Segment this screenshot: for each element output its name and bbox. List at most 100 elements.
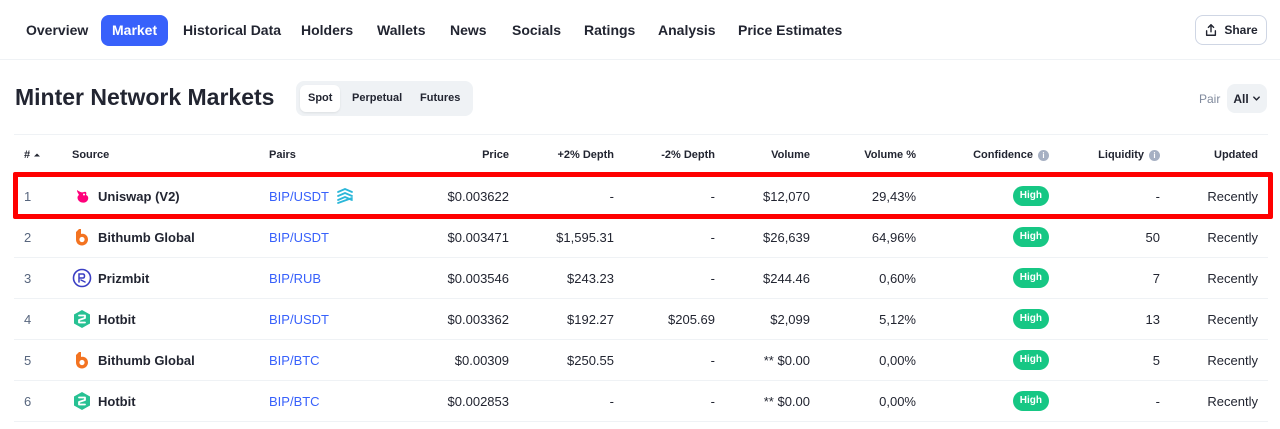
- hotbit-icon: [72, 309, 98, 329]
- segment-futures[interactable]: Futures: [420, 92, 461, 104]
- table-row[interactable]: 6 Hotbit BIP/BTC $0.002853 - - ** $0.00 0,00% Hi…: [14, 381, 1268, 422]
- header-plus-depth[interactable]: +2% Depth: [557, 149, 614, 161]
- confidence-badge: High: [1012, 186, 1049, 206]
- volume-cell: ** $0.00: [763, 393, 810, 409]
- top-nav: Overview Market Historical Data Holders …: [0, 0, 1280, 60]
- header-liquidity-label: Liquidity: [1098, 149, 1144, 161]
- tab-holders[interactable]: Holders: [301, 22, 354, 38]
- plus-depth-cell: -: [609, 393, 614, 409]
- volume-cell: $26,639: [763, 229, 810, 245]
- table-row[interactable]: 3 Prizmbit BIP/RUB $0.003546 $243.23 - $244.46…: [14, 258, 1268, 299]
- updated-cell: Recently: [1207, 393, 1258, 409]
- liquidity-cell: 13: [1145, 311, 1160, 327]
- table-row[interactable]: 5 Bithumb Global BIP/BTC $0.00309 $250.55 - **…: [14, 340, 1268, 381]
- tab-overview[interactable]: Overview: [26, 22, 89, 38]
- tab-wallets[interactable]: Wallets: [377, 22, 426, 38]
- pair-cell: BIP/USDT: [269, 217, 329, 257]
- pair-link[interactable]: BIP/RUB: [269, 270, 322, 286]
- volume-cell: $12,070: [763, 188, 810, 204]
- pair-link[interactable]: BIP/USDT: [269, 188, 329, 204]
- plus-depth-cell: -: [609, 188, 614, 204]
- volume-pct-cell: 0,00%: [879, 352, 916, 368]
- header-liquidity[interactable]: Liquidity i: [1064, 135, 1160, 175]
- chevron-down-icon: [1252, 96, 1260, 101]
- exchange-name: Hotbit: [98, 311, 136, 327]
- bithumb-icon: [72, 227, 98, 247]
- confidence-cell: High: [944, 381, 1049, 421]
- segment-perpetual[interactable]: Perpetual: [352, 92, 403, 104]
- info-icon[interactable]: i: [1038, 149, 1049, 161]
- updated-cell: Recently: [1207, 270, 1258, 286]
- exchange-source[interactable]: Hotbit: [72, 381, 136, 421]
- volume-cell: $244.46: [763, 270, 810, 286]
- tab-analysis[interactable]: Analysis: [658, 22, 716, 38]
- pair-filter-dropdown[interactable]: All: [1227, 84, 1267, 113]
- tab-price-estimates[interactable]: Price Estimates: [738, 22, 843, 38]
- tab-market[interactable]: Market: [101, 15, 169, 46]
- liquidity-cell: -: [1155, 393, 1160, 409]
- price-cell: $0.003546: [447, 270, 509, 286]
- header-rank-label: #: [24, 149, 31, 161]
- pair-filter-label: Pair: [1199, 92, 1221, 106]
- row-rank: 3: [24, 270, 32, 286]
- exchange-source[interactable]: Hotbit: [72, 299, 136, 339]
- updated-cell: Recently: [1207, 188, 1258, 204]
- exchange-source[interactable]: Prizmbit: [72, 258, 149, 298]
- tab-historical-data[interactable]: Historical Data: [183, 22, 282, 38]
- row-rank: 1: [24, 188, 32, 204]
- pair-link[interactable]: BIP/USDT: [269, 311, 329, 327]
- header-price[interactable]: Price: [482, 149, 509, 161]
- exchange-source[interactable]: Bithumb Global: [72, 217, 195, 257]
- liquidity-cell: 5: [1152, 352, 1160, 368]
- bridge-icon: [337, 188, 353, 204]
- table-row[interactable]: 2 Bithumb Global BIP/USDT $0.003471 $1,595.3…: [14, 217, 1268, 258]
- header-updated[interactable]: Updated: [1214, 149, 1258, 161]
- volume-cell: ** $0.00: [763, 352, 810, 368]
- liquidity-cell: -: [1155, 188, 1160, 204]
- hotbit-icon: [72, 391, 98, 411]
- highlight-box: [13, 172, 1273, 219]
- exchange-source[interactable]: Bithumb Global: [72, 340, 195, 380]
- header-volume[interactable]: Volume: [771, 149, 810, 161]
- confidence-badge: High: [1012, 391, 1049, 411]
- liquidity-cell: 50: [1145, 229, 1160, 245]
- exchange-name: Prizmbit: [98, 270, 150, 286]
- price-cell: $0.003471: [447, 229, 509, 245]
- volume-pct-cell: 0,60%: [879, 270, 916, 286]
- share-label: Share: [1224, 23, 1258, 37]
- pair-cell: BIP/USDT: [269, 299, 329, 339]
- market-type-segmented-control: Spot Perpetual Futures: [296, 81, 473, 116]
- pair-link[interactable]: BIP/BTC: [269, 393, 320, 409]
- tab-ratings[interactable]: Ratings: [584, 22, 636, 38]
- bithumb-icon: [72, 350, 98, 370]
- header-minus-depth[interactable]: -2% Depth: [661, 149, 715, 161]
- header-confidence[interactable]: Confidence i: [944, 135, 1049, 175]
- row-rank: 6: [24, 393, 32, 409]
- tab-socials[interactable]: Socials: [512, 22, 562, 38]
- pair-link[interactable]: BIP/BTC: [269, 352, 320, 368]
- exchange-source[interactable]: Uniswap (V2): [72, 176, 180, 216]
- confidence-cell: High: [944, 176, 1049, 216]
- header-volume-pct[interactable]: Volume %: [864, 149, 916, 161]
- header-source[interactable]: Source: [72, 149, 110, 161]
- pair-link[interactable]: BIP/USDT: [269, 229, 329, 245]
- segment-spot[interactable]: Spot: [300, 85, 341, 112]
- sort-up-icon: [34, 153, 41, 157]
- table-row[interactable]: 4 Hotbit BIP/USDT $0.003362 $192.27 $205.69 $2…: [14, 299, 1268, 340]
- row-rank: 4: [24, 311, 32, 327]
- confidence-badge: High: [1012, 227, 1049, 247]
- header-pairs[interactable]: Pairs: [269, 149, 296, 161]
- tab-news[interactable]: News: [450, 22, 487, 38]
- plus-depth-cell: $1,595.31: [556, 229, 614, 245]
- confidence-badge: High: [1012, 268, 1049, 288]
- volume-pct-cell: 64,96%: [871, 229, 916, 245]
- row-rank: 2: [24, 229, 32, 245]
- confidence-cell: High: [944, 217, 1049, 257]
- updated-cell: Recently: [1207, 311, 1258, 327]
- pair-cell: BIP/USDT: [269, 176, 354, 216]
- info-icon[interactable]: i: [1149, 149, 1160, 161]
- header-rank[interactable]: #: [24, 135, 41, 175]
- table-header: # Source Pairs Price +2% Depth -2% Depth…: [14, 134, 1268, 176]
- confidence-cell: High: [944, 258, 1049, 298]
- share-button[interactable]: Share: [1195, 15, 1267, 45]
